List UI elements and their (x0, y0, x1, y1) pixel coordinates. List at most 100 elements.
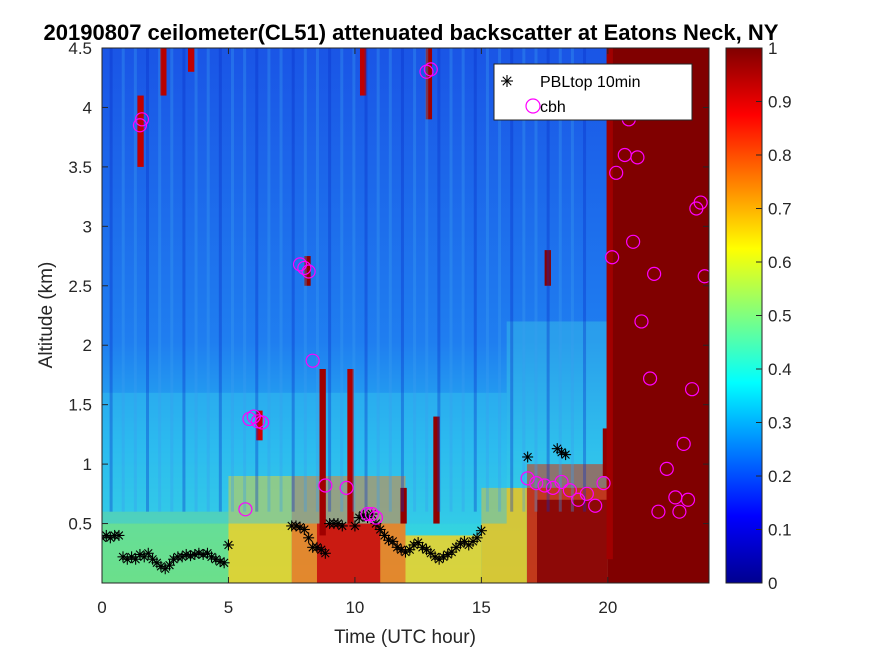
heatmap-column (352, 48, 356, 512)
pbltop-point (522, 451, 534, 463)
cbh-point (596, 476, 611, 491)
heatmap-column (546, 48, 550, 512)
heatmap-column (473, 48, 477, 512)
heatmap-column (291, 48, 295, 512)
y-tick-label: 3 (83, 217, 92, 236)
heatmap-streak (187, 48, 195, 72)
y-tick-label: 4.5 (68, 39, 92, 58)
colorbar-tick-label: 0.7 (768, 200, 792, 219)
heatmap-column (364, 48, 368, 512)
heatmap-streak (433, 416, 440, 524)
pbltop-point (164, 559, 176, 571)
colorbar-tick-label: 0.5 (768, 307, 792, 326)
y-axis: 0.5 1 1.5 2 2.5 3 3.5 4 4.5 (68, 39, 709, 534)
heatmap-column (340, 48, 344, 512)
heatmap-column (158, 48, 162, 512)
colorbar-tick-label: 1 (768, 39, 777, 58)
x-tick-label: 15 (472, 598, 491, 617)
heatmap-column (522, 48, 526, 512)
pbltop-point (155, 560, 167, 572)
heatmap-column (583, 48, 587, 512)
pbltop-point (349, 520, 361, 532)
heatmap-column (243, 48, 247, 512)
colorbar-tick-label: 0.1 (768, 521, 792, 540)
cbh-point (647, 266, 662, 281)
heatmap-streak (319, 369, 326, 536)
heatmap-streak (160, 48, 167, 96)
heatmap-column (315, 48, 319, 512)
pbltop-series (102, 443, 572, 575)
cbh-point (297, 260, 312, 276)
cbh-point (537, 478, 552, 493)
heatmap-column (218, 48, 222, 512)
legend-circle-icon (525, 98, 541, 114)
cbh-point (676, 436, 691, 451)
heatmap-streak (304, 256, 311, 286)
chart-title: 20190807 ceilometer(CL51) attenuated bac… (44, 20, 779, 45)
heatmap-column (449, 48, 453, 512)
heatmap-column (279, 48, 283, 512)
y-tick-label: 4 (83, 98, 92, 117)
heatmap-column (461, 48, 465, 512)
y-tick-label: 2.5 (68, 277, 92, 296)
heatmap-column (182, 48, 186, 512)
pbltop-point (113, 529, 125, 541)
heatmap-column (534, 48, 538, 512)
heatmap-streak (425, 48, 433, 120)
cbh-point (423, 62, 438, 77)
cbh-point (642, 371, 658, 386)
x-axis-label: Time (UTC hour) (334, 627, 476, 648)
cbh-point (360, 506, 375, 522)
cbh-point (554, 474, 569, 490)
heatmap-streak (606, 48, 613, 560)
heatmap-column (267, 48, 271, 512)
legend-asterisk-icon (501, 75, 513, 87)
heatmap-streak (602, 428, 610, 476)
heatmap-column (255, 48, 259, 512)
colorbar-ticks: 0 0.1 0.2 0.3 0.4 0.5 0.6 0.7 0.8 0.9 1 (756, 39, 792, 593)
pbltop-point (471, 532, 483, 544)
pbltop-point (142, 547, 154, 559)
cbh-point (680, 492, 696, 507)
heatmap-column (558, 48, 562, 512)
cbh-point (579, 486, 594, 501)
y-axis-label: Altitude (km) (36, 262, 57, 369)
heatmap-region (506, 321, 608, 488)
heatmap-column (485, 48, 489, 512)
heatmap-streak (256, 410, 263, 441)
cbh-point (238, 502, 253, 517)
pbltop-point (206, 551, 218, 563)
y-tick-label: 2 (83, 336, 92, 355)
heatmap-column (206, 48, 210, 512)
pbltop-point (298, 524, 310, 535)
colorbar-tick-label: 0.2 (768, 467, 792, 486)
cbh-point (609, 165, 624, 180)
heatmap-column (328, 48, 332, 512)
heatmap-column (570, 48, 574, 512)
x-axis: 0 5 10 15 20 (97, 48, 617, 617)
pbltop-point (560, 449, 572, 461)
colorbar-tick-label: 0.3 (768, 414, 792, 433)
heatmap-column (303, 48, 307, 512)
pbltop-point (218, 557, 230, 569)
cbh-point (292, 257, 308, 272)
colorbar-tick-label: 0.4 (768, 360, 792, 379)
heatmap-column (109, 48, 113, 512)
x-tick-label: 10 (345, 598, 364, 617)
heatmap-region (607, 48, 709, 583)
pbltop-point (336, 520, 348, 532)
heatmap-column (133, 48, 137, 512)
cbh-point (626, 234, 641, 249)
cbh-point (562, 483, 577, 498)
heatmap-column (425, 48, 429, 512)
heatmap-streak (400, 487, 407, 524)
cbh-point (520, 471, 535, 486)
legend: PBLtop 10min cbh (493, 63, 693, 121)
heatmap-column (146, 48, 150, 512)
cbh-point (301, 264, 316, 279)
colorbar-tick-label: 0.8 (768, 146, 792, 165)
heatmap-column (498, 48, 502, 512)
cbh-point (672, 504, 687, 519)
cbh-point (305, 353, 320, 368)
